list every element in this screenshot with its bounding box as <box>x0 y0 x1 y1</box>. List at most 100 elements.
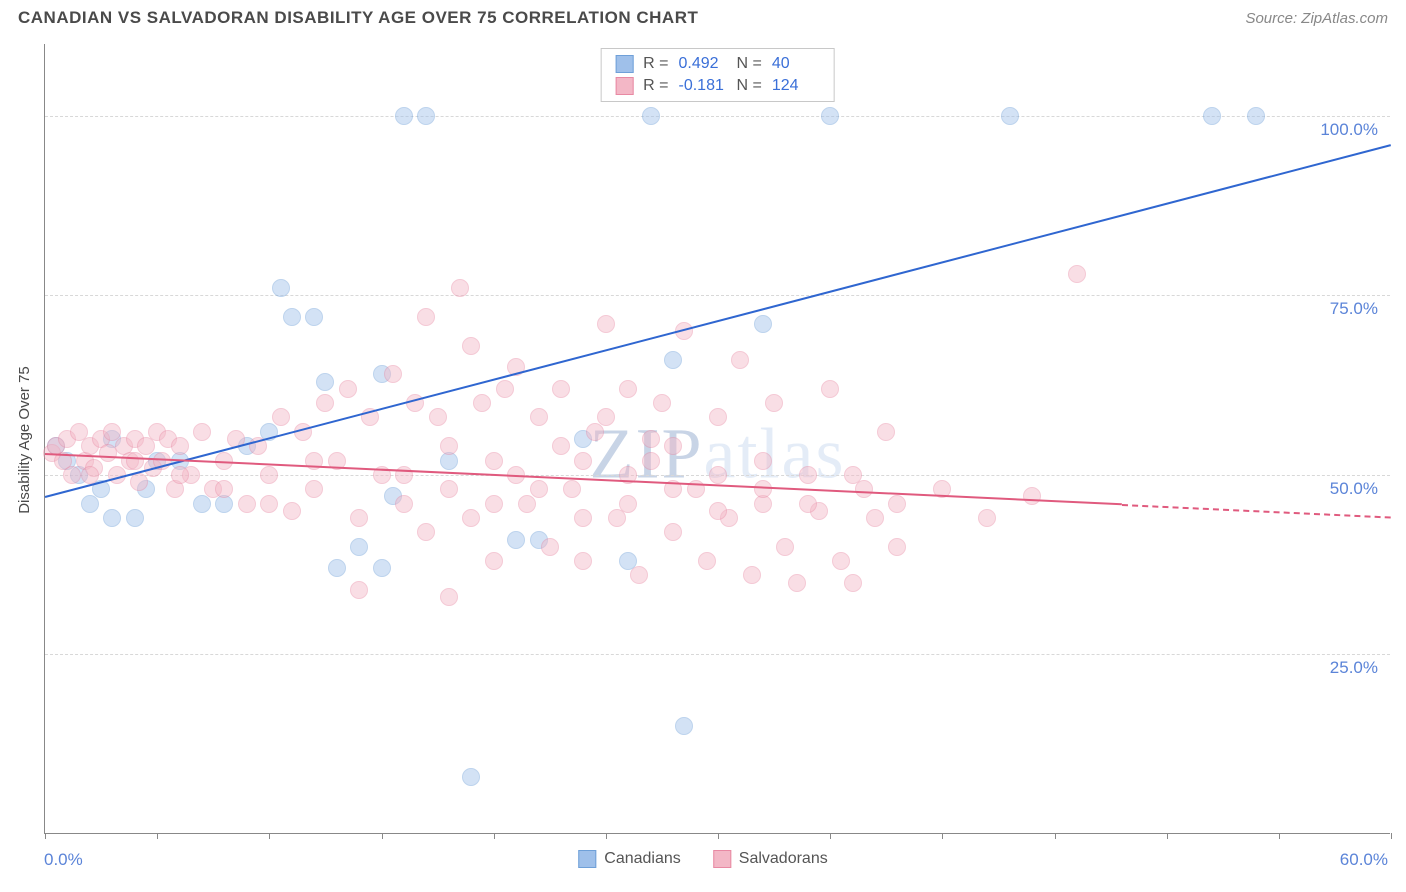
x-tick <box>718 833 719 839</box>
data-point <box>642 452 660 470</box>
data-point <box>485 452 503 470</box>
data-point <box>799 466 817 484</box>
data-point <box>675 717 693 735</box>
data-point <box>888 538 906 556</box>
data-point <box>283 308 301 326</box>
data-point <box>630 566 648 584</box>
data-point <box>552 437 570 455</box>
data-point <box>754 480 772 498</box>
data-point <box>417 308 435 326</box>
data-point <box>171 437 189 455</box>
data-point <box>429 408 447 426</box>
data-point <box>821 380 839 398</box>
data-point <box>339 380 357 398</box>
data-point <box>619 380 637 398</box>
legend-item: Salvadorans <box>713 850 828 868</box>
data-point <box>877 423 895 441</box>
data-point <box>260 466 278 484</box>
gridline <box>45 116 1390 117</box>
data-point <box>754 315 772 333</box>
data-point <box>1001 107 1019 125</box>
data-point <box>619 495 637 513</box>
data-point <box>574 509 592 527</box>
data-point <box>305 308 323 326</box>
data-point <box>485 495 503 513</box>
data-point <box>799 495 817 513</box>
x-tick <box>942 833 943 839</box>
data-point <box>1203 107 1221 125</box>
gridline <box>45 654 1390 655</box>
x-tick <box>269 833 270 839</box>
legend-label: Salvadorans <box>739 850 828 868</box>
legend-swatch <box>578 850 596 868</box>
stat-n-label: N = <box>737 77 762 95</box>
data-point <box>440 588 458 606</box>
x-tick <box>1167 833 1168 839</box>
data-point <box>417 523 435 541</box>
data-point <box>462 768 480 786</box>
scatter-plot: ZIPatlas 25.0%50.0%75.0%100.0%R =0.492N … <box>44 44 1390 834</box>
gridline <box>45 295 1390 296</box>
data-point <box>563 480 581 498</box>
x-tick <box>1055 833 1056 839</box>
legend: Canadians Salvadorans <box>578 850 827 868</box>
data-point <box>709 502 727 520</box>
data-point <box>709 466 727 484</box>
x-tick <box>382 833 383 839</box>
data-point <box>765 394 783 412</box>
stat-n-value: 124 <box>772 77 820 95</box>
stat-n-label: N = <box>737 55 762 73</box>
legend-item: Canadians <box>578 850 681 868</box>
data-point <box>384 365 402 383</box>
data-point <box>440 437 458 455</box>
data-point <box>81 466 99 484</box>
data-point <box>574 452 592 470</box>
data-point <box>776 538 794 556</box>
data-point <box>743 566 761 584</box>
data-point <box>417 107 435 125</box>
data-point <box>1023 487 1041 505</box>
data-point <box>350 538 368 556</box>
data-point <box>552 380 570 398</box>
stat-r-value: -0.181 <box>679 77 727 95</box>
stats-row: R =0.492N =40 <box>615 53 820 75</box>
legend-swatch <box>713 850 731 868</box>
x-axis-min-label: 0.0% <box>44 850 83 870</box>
stat-n-value: 40 <box>772 55 820 73</box>
data-point <box>350 509 368 527</box>
data-point <box>507 531 525 549</box>
data-point <box>597 408 615 426</box>
data-point <box>238 495 256 513</box>
data-point <box>260 495 278 513</box>
data-point <box>832 552 850 570</box>
data-point <box>844 466 862 484</box>
data-point <box>215 480 233 498</box>
data-point <box>395 495 413 513</box>
data-point <box>844 574 862 592</box>
data-point <box>664 351 682 369</box>
data-point <box>451 279 469 297</box>
source-attribution: Source: ZipAtlas.com <box>1245 10 1388 27</box>
x-tick <box>606 833 607 839</box>
data-point <box>130 473 148 491</box>
trend-line <box>1122 504 1391 519</box>
y-tick-label: 100.0% <box>1320 120 1378 140</box>
data-point <box>462 337 480 355</box>
chart-title: CANADIAN VS SALVADORAN DISABILITY AGE OV… <box>18 8 698 28</box>
data-point <box>664 437 682 455</box>
data-point <box>731 351 749 369</box>
data-point <box>530 480 548 498</box>
data-point <box>126 509 144 527</box>
x-tick <box>1391 833 1392 839</box>
x-tick <box>494 833 495 839</box>
data-point <box>272 408 290 426</box>
data-point <box>642 107 660 125</box>
data-point <box>855 480 873 498</box>
data-point <box>530 408 548 426</box>
data-point <box>193 423 211 441</box>
stats-box: R =0.492N =40R =-0.181N =124 <box>600 48 835 102</box>
data-point <box>316 373 334 391</box>
data-point <box>978 509 996 527</box>
series-swatch <box>615 77 633 95</box>
y-tick-label: 50.0% <box>1330 479 1378 499</box>
